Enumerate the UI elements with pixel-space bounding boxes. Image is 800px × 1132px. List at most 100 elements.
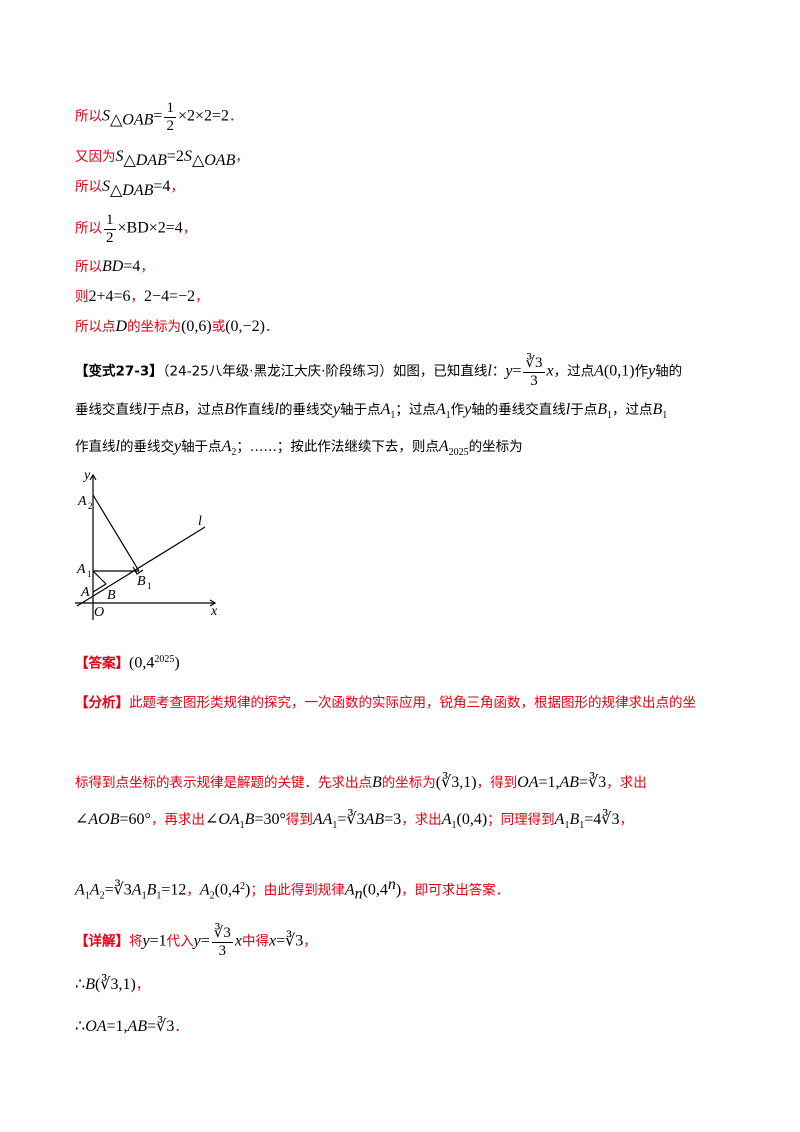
text: = (153, 107, 163, 125)
text: AA (312, 811, 333, 828)
text: A (594, 362, 604, 380)
text: 又因为 (75, 149, 116, 165)
text: ， (235, 149, 249, 165)
text: B (569, 811, 580, 828)
text: 2 (106, 230, 114, 246)
text: 2 (231, 446, 237, 458)
text: =∛3 (104, 881, 132, 899)
text: 1 (390, 409, 396, 421)
text: y (193, 932, 201, 950)
text: =1, (106, 1018, 128, 1035)
text: A (438, 438, 449, 455)
shape (92, 494, 140, 572)
text: 作 (450, 402, 465, 418)
text: n (387, 876, 396, 893)
text: =4 (153, 178, 171, 195)
text: BD (102, 258, 124, 275)
text: ，求出 (401, 812, 442, 828)
text: 1 (156, 890, 162, 902)
shape (209, 599, 217, 607)
text: 的垂线交 (119, 439, 174, 455)
fraction: ∛3 3 (211, 925, 233, 960)
text: 得到 (285, 812, 313, 828)
text: ∴ (75, 976, 86, 993)
text: ；过点 (395, 402, 436, 418)
text: ， (195, 289, 209, 305)
text: 于点 (570, 402, 598, 418)
text: 2+4=6 (88, 288, 131, 305)
text: OA (517, 774, 539, 791)
text: (∛3,1) (94, 976, 136, 993)
text: 【答案】 (75, 655, 129, 672)
text: AB (364, 811, 385, 828)
text: 3 (218, 943, 227, 959)
text-line: A1A2=∛3A1B1=12，A2(0,42)；由此得到规律An(0,4n)，即… (75, 875, 509, 906)
text: ． (229, 108, 243, 125)
text: l (142, 401, 147, 418)
text: B (173, 401, 184, 418)
text: ；由此得到规律 (250, 882, 345, 899)
text: y (142, 932, 150, 950)
text: B (146, 881, 157, 899)
text: 所以 (75, 259, 102, 275)
text-line: 所以BD=4， (75, 257, 154, 278)
text: ， (303, 933, 317, 950)
text: A (76, 562, 86, 577)
text: S (183, 148, 192, 165)
text: 1 (606, 409, 612, 421)
text: y (82, 468, 91, 483)
text: ，即可求出答案． (401, 882, 510, 899)
text: 的坐标为 (127, 319, 182, 335)
shape (89, 473, 97, 481)
text: 1 (164, 100, 176, 118)
text: ， (135, 977, 150, 993)
text: A (441, 811, 452, 828)
text-line: 【变式27-3】（24-25八年级·黑龙江大庆·阶段练习）如图，已知直线l：y=… (75, 355, 682, 390)
text: (∛3,1) (435, 774, 477, 791)
text: 1 (662, 409, 668, 421)
text: 2 (166, 118, 174, 134)
text: =3 (384, 811, 402, 828)
text: 所以点 (75, 319, 116, 335)
fraction: ∛3 3 (523, 355, 545, 390)
text-line: 所以 1 2 ×BD×2=4， (75, 212, 196, 247)
text: =∛3 (337, 811, 365, 828)
text: 轴的垂线交直线 (471, 402, 566, 418)
text: 1 (147, 581, 152, 591)
text-line: 标得到点坐标的表示规律是解题的关键．先求出点B的坐标为(∛3,1)，得到OA=1… (75, 773, 647, 794)
text: y (648, 362, 656, 380)
text: (0,1) (603, 362, 635, 380)
text: (0,4 (214, 881, 240, 899)
text: 2−4=−2 (144, 288, 196, 305)
text: 1 (451, 819, 457, 831)
text: 将 (129, 933, 143, 950)
text: 作直线 (75, 439, 116, 455)
text: 所以 (75, 179, 102, 195)
text: l (198, 514, 202, 529)
text: ∠ (75, 811, 89, 828)
text: =4∛3 (584, 811, 620, 828)
text: 中得 (241, 933, 269, 950)
text: 1 (87, 569, 92, 579)
text: A (199, 881, 210, 899)
text: 1 (564, 819, 570, 831)
text: 垂线交直线 (75, 402, 143, 418)
text: 2 (88, 501, 93, 511)
text: ∴ (75, 1018, 86, 1035)
text: 轴于点 (340, 402, 381, 418)
text: 所以 (75, 220, 102, 237)
text: 【分析】 (75, 695, 129, 711)
text: A (344, 881, 355, 899)
text: S (102, 107, 110, 125)
text-line: 【分析】此题考查图形类规律的探究，一次函数的实际应用，锐角三角函数，根据图形的规… (75, 693, 696, 714)
text: A (89, 881, 100, 899)
text: B (372, 774, 382, 791)
text: ， (182, 220, 197, 237)
text: ， (170, 179, 184, 195)
text: 作直线 (234, 402, 275, 418)
text: =∛3 (276, 932, 304, 950)
text: x (210, 604, 218, 619)
text: l (274, 401, 279, 418)
text: ∛3 (523, 355, 545, 373)
text: S (102, 178, 110, 195)
